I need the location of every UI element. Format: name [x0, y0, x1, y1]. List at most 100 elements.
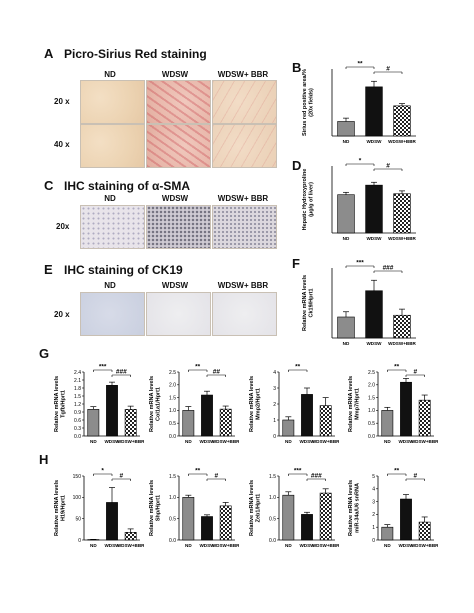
ylabel-h2-0: Relative mRNA levels — [149, 480, 155, 536]
row-label-20x-a: 20 x — [54, 97, 70, 106]
xtick-label-h1-2: WDSW+BBR — [117, 543, 144, 548]
bar-f-0 — [337, 316, 355, 339]
ytick-label-g3-1: 1 — [273, 418, 276, 424]
col-header-wdsw-e: WDSW — [161, 281, 189, 290]
sig-label-g1-0: *** — [99, 364, 107, 371]
ylabel-h3-1: Zeb1/Hprt1 — [256, 494, 262, 523]
sig-label-b-1: # — [386, 66, 390, 73]
xtick-label-f-0: ND — [343, 341, 350, 346]
bar-g3-0 — [282, 419, 295, 437]
ytick-label-h1-2: 100 — [73, 495, 82, 501]
xtick-label-f-2: WDSW+BBR — [388, 341, 416, 346]
xtick-label-g1-2: WDSW+BBR — [117, 439, 144, 444]
ytick-label-g4-4: 2.0 — [368, 383, 375, 389]
chart-g2: Relative mRNA levels Col1a1/Hprt1 0.0 0.5 1.… — [149, 364, 239, 445]
micrograph-ck19-wdsw — [146, 292, 211, 336]
panel-letter-f: F — [292, 256, 300, 271]
xtick-label-h4-1: WDSW — [398, 543, 414, 548]
panel-letter-g: G — [39, 346, 50, 361]
ytick-label-h4-5: 5 — [372, 474, 375, 480]
micrograph-sma-nd — [80, 205, 145, 249]
xtick-label-d-0: ND — [343, 236, 350, 241]
sig-label-f-1: ### — [383, 265, 394, 272]
xtick-label-h2-0: ND — [185, 543, 192, 548]
ytick-label-h4-1: 1 — [372, 525, 375, 531]
ytick-label-h4-4: 4 — [372, 487, 375, 493]
ylabel-g1-0: Relative mRNA levels — [54, 376, 60, 432]
sig-label-g4-0: ** — [394, 364, 400, 371]
bar-g1-0 — [87, 409, 100, 437]
bar-d-1 — [365, 184, 383, 234]
bar-g2-0 — [182, 410, 195, 437]
xtick-label-g2-2: WDSW+BBR — [212, 439, 239, 444]
ylabel-d-1: (μg/g of liver) — [309, 182, 315, 217]
chart-b: Sirius red positive area/% (20x fields) ND… — [302, 61, 417, 145]
micrograph-sma-bbr — [212, 205, 277, 249]
ytick-label-g3-3: 3 — [273, 386, 276, 392]
bar-h4-2 — [418, 521, 431, 541]
ytick-label-h2-1: 0.5 — [169, 516, 176, 522]
ytick-label-g1-3: 0.9 — [74, 410, 81, 416]
panel-letter-h: H — [39, 452, 49, 467]
ytick-label-g3-0: 0 — [273, 434, 276, 440]
col-header-wdsw-c: WDSW — [161, 194, 189, 203]
ylabel-g2-0: Relative mRNA levels — [149, 376, 155, 432]
bar-h3-0 — [282, 494, 295, 541]
ylabel-b-1: (20x fields) — [309, 88, 315, 117]
ytick-label-h2-3: 1.5 — [169, 474, 176, 480]
micrograph-psr-bbr-40x — [212, 124, 277, 168]
xtick-label-g4-1: WDSW — [398, 439, 414, 444]
bar-b-1 — [365, 86, 383, 137]
col-header-wdsw-a: WDSW — [161, 70, 189, 79]
ylabel-g4-1: Mmp7/Hprt1 — [355, 388, 361, 420]
sig-label-g1-1: ### — [116, 369, 127, 376]
bar-g4-0 — [381, 410, 394, 437]
xtick-label-g3-1: WDSW — [299, 439, 315, 444]
ytick-label-h4-2: 2 — [372, 512, 375, 518]
bar-d-0 — [337, 194, 355, 234]
panel-title-e: IHC staining of CK19 — [64, 263, 183, 277]
ylabel-g1-1: Tgfb/Hprt1 — [61, 390, 67, 418]
chart-h4: Relative mRNA levels miR-34a/U6 snRNA 0 1 2 3… — [348, 468, 438, 549]
panel-letter-b: B — [292, 60, 302, 75]
xtick-label-h3-2: WDSW+BBR — [312, 543, 339, 548]
ytick-label-h3-3: 1.5 — [269, 474, 276, 480]
xtick-label-g1-0: ND — [90, 439, 97, 444]
micrograph-sma-wdsw — [146, 205, 211, 249]
ytick-label-g1-6: 1.8 — [74, 386, 81, 392]
chart-d: Hepatic Hydroxyproline (μg/g of liver) ND W… — [302, 158, 417, 242]
ytick-label-g4-2: 1.0 — [368, 408, 375, 414]
chart-g4: Relative mRNA levels Mmp7/Hprt1 0.0 0.5 1.0 1… — [348, 364, 438, 445]
ytick-label-g1-8: 2.4 — [74, 370, 81, 376]
ytick-label-g1-1: 0.3 — [74, 426, 81, 432]
ylabel-h2-1: Shp/Hprt1 — [156, 495, 162, 521]
row-label-20x-c: 20x — [56, 222, 70, 231]
bar-g2-2 — [219, 408, 232, 437]
ytick-label-g1-7: 2.1 — [74, 378, 81, 384]
bar-h1-2 — [124, 532, 137, 541]
ytick-label-g2-2: 1.0 — [169, 408, 176, 414]
micrograph-psr-wdsw-40x — [146, 124, 211, 168]
micrograph-ck19-bbr — [212, 292, 277, 336]
row-label-20x-e: 20 x — [54, 310, 70, 319]
micrograph-psr-nd-20x — [80, 80, 145, 124]
bar-h3-1 — [301, 514, 313, 541]
col-header-nd-e: ND — [104, 281, 116, 290]
sig-label-h4-1: # — [414, 473, 418, 480]
bar-h2-0 — [182, 497, 195, 541]
xtick-label-h1-0: ND — [90, 543, 97, 548]
xtick-label-d-2: WDSW+BBR — [388, 236, 416, 241]
col-header-bbr-e: WDSW+ BBR — [217, 281, 269, 290]
xtick-label-h2-1: WDSW — [199, 543, 215, 548]
chart-g3: Relative mRNA levels Mmp2/Hprt1 0 1 2 3 4 ND WDS… — [249, 364, 339, 445]
xtick-label-g4-0: ND — [384, 439, 391, 444]
sig-label-g2-1: ## — [213, 369, 221, 376]
panel-letter-c: C — [44, 178, 54, 193]
xtick-label-g3-2: WDSW+BBR — [312, 439, 339, 444]
bar-h2-1 — [201, 516, 213, 541]
chart-h1: Relative mRNA levels H19/Hprt1 0 50 100 150 ND… — [54, 468, 144, 549]
ytick-label-h3-0: 0.0 — [269, 538, 276, 544]
ytick-label-g2-4: 2.0 — [169, 383, 176, 389]
chart-g1: Relative mRNA levels Tgfb/Hprt1 0.0 0.3 0.6 0… — [54, 364, 144, 445]
micrograph-psr-wdsw-20x — [146, 80, 211, 124]
